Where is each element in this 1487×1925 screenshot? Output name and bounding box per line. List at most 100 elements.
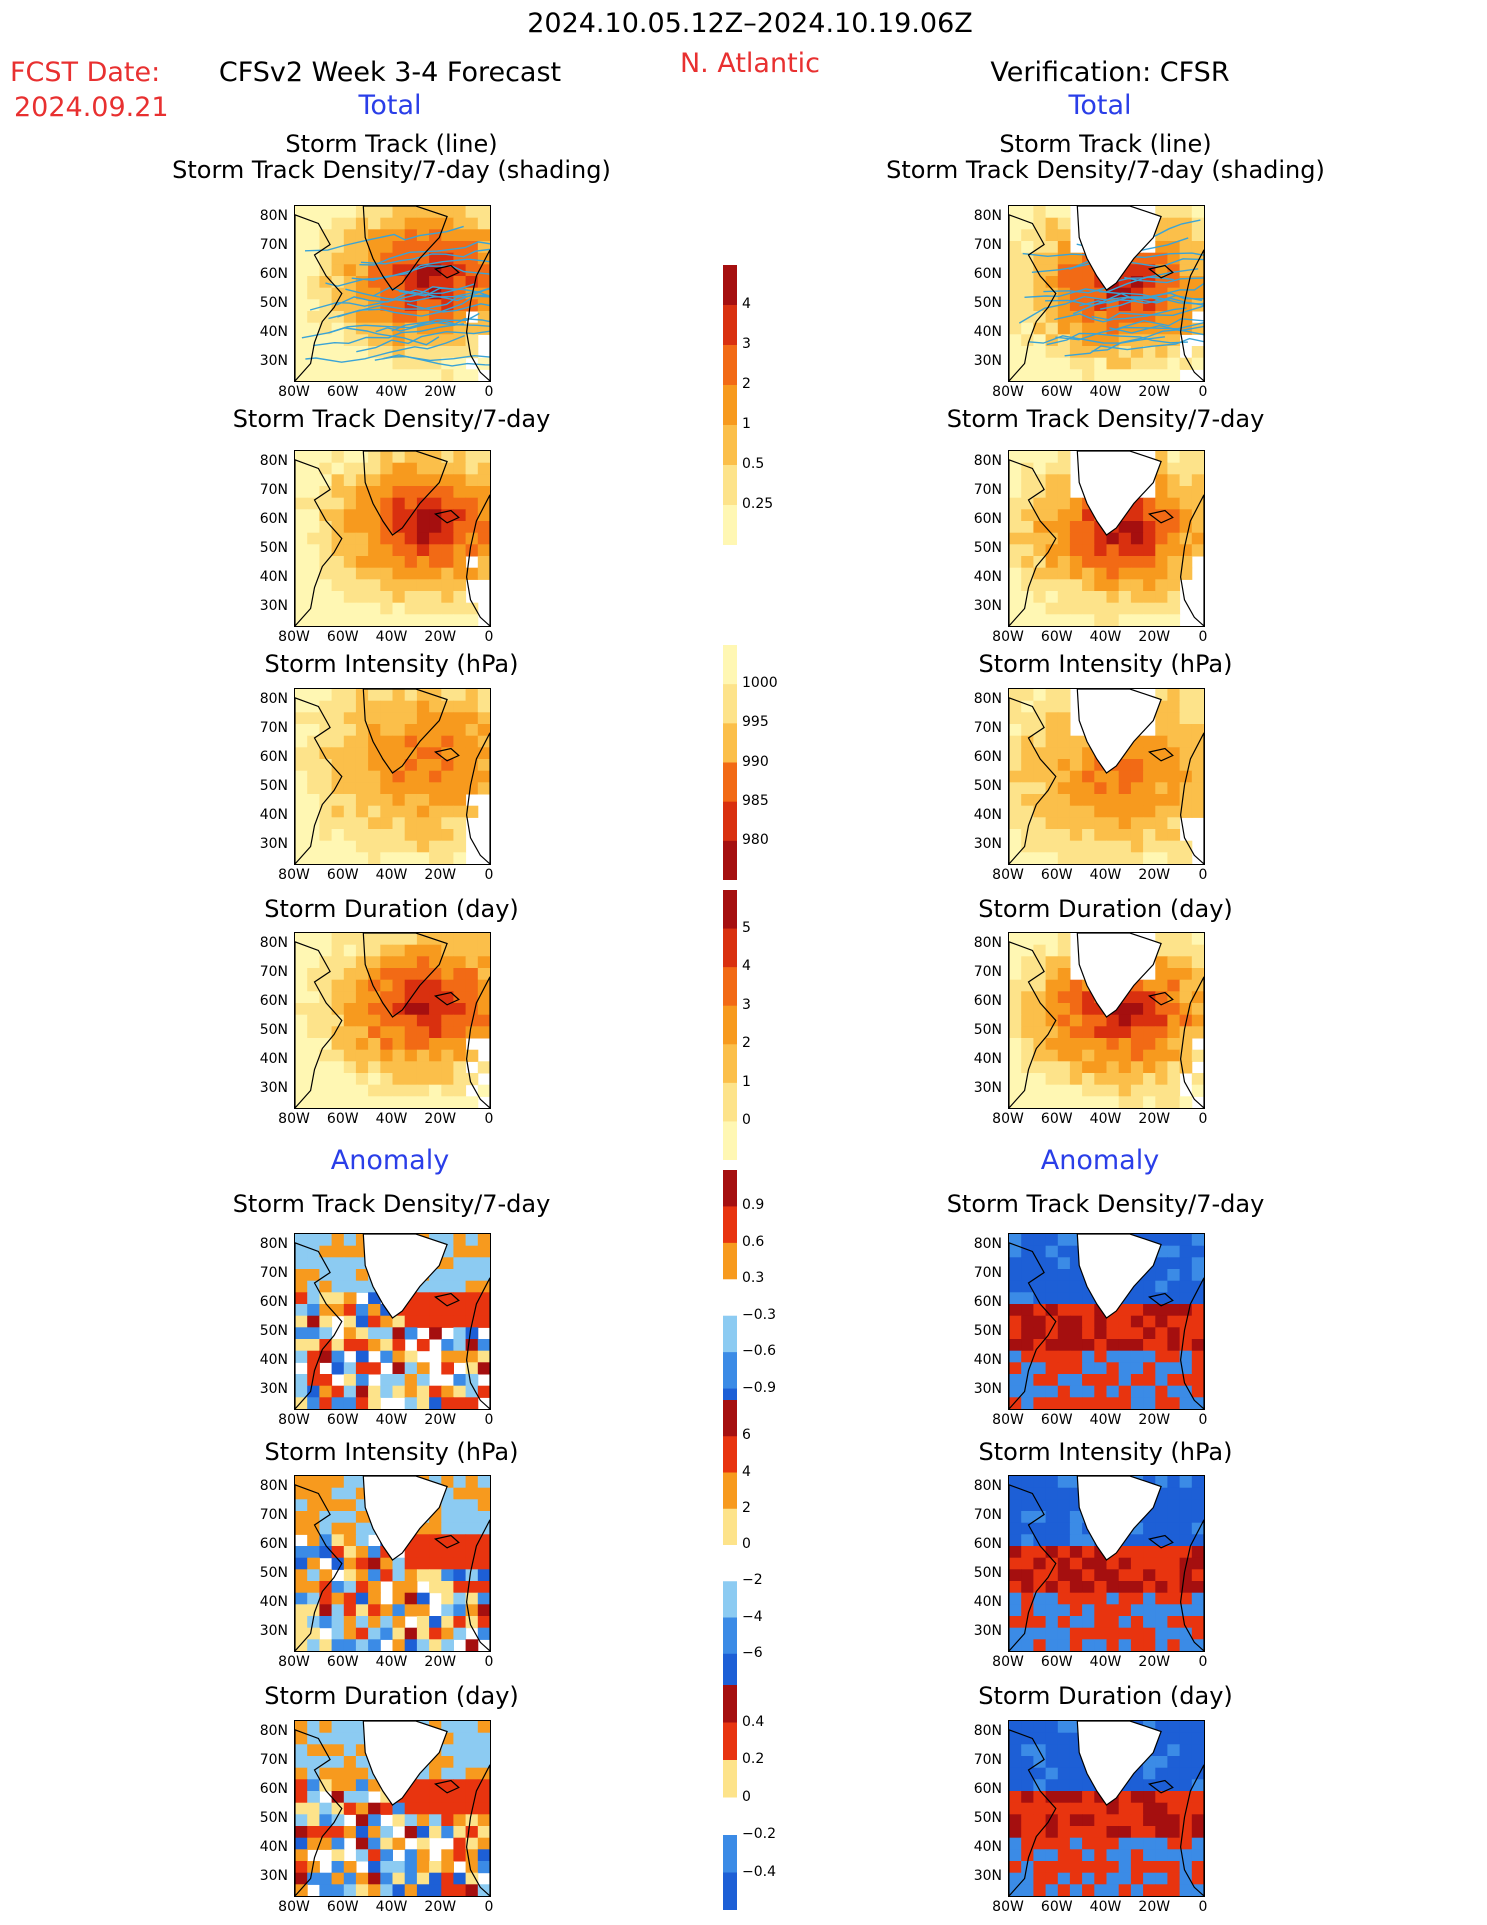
date-range-title: 2024.10.05.12Z–2024.10.19.06Z bbox=[527, 8, 973, 39]
lon-tick-label: 40W bbox=[375, 867, 408, 883]
lat-tick-label: 30N bbox=[973, 353, 1002, 369]
lat-tick-label: 80N bbox=[973, 1478, 1002, 1494]
colorbar-segment bbox=[723, 345, 737, 386]
map-panel bbox=[1008, 1720, 1205, 1897]
lat-tick-label: 50N bbox=[973, 1810, 1002, 1826]
lon-tick-label: 60W bbox=[326, 1111, 359, 1127]
lon-tick-label: 0 bbox=[484, 1412, 494, 1428]
lat-tick-label: 40N bbox=[973, 1594, 1002, 1610]
panel-title: Storm Intensity (hPa) bbox=[264, 650, 519, 678]
lon-tick-label: 60W bbox=[1040, 867, 1073, 883]
lon-tick-label: 20W bbox=[424, 867, 457, 883]
colorbar-segment bbox=[723, 1760, 737, 1798]
colorbar-label: 0.4 bbox=[742, 1713, 765, 1730]
lon-tick-label: 0 bbox=[484, 867, 494, 883]
lat-tick-label: 50N bbox=[973, 1323, 1002, 1339]
map-panel bbox=[1008, 450, 1205, 627]
colorbar-label: 4 bbox=[742, 958, 751, 975]
lat-tick-label: 80N bbox=[259, 691, 288, 707]
colorbar-label: 4 bbox=[742, 296, 751, 312]
colorbar-label: 0.25 bbox=[742, 496, 774, 512]
lon-tick-label: 0 bbox=[1198, 1111, 1208, 1127]
lon-tick-label: 80W bbox=[992, 1412, 1024, 1428]
colorbar-segment bbox=[723, 684, 737, 724]
lat-tick-label: 70N bbox=[259, 1507, 288, 1523]
lat-tick-label: 30N bbox=[259, 1381, 288, 1397]
lon-tick-label: 80W bbox=[992, 1111, 1024, 1127]
lon-tick-label: 0 bbox=[1198, 867, 1208, 883]
colorbar-label: 2 bbox=[742, 1499, 751, 1516]
lon-tick-label: 60W bbox=[1040, 1899, 1073, 1915]
lat-tick-label: 50N bbox=[973, 295, 1002, 311]
total-label-left: Total bbox=[358, 90, 422, 121]
lon-tick-label: 40W bbox=[1089, 1412, 1122, 1428]
panel-title: Storm Intensity (hPa) bbox=[978, 1438, 1233, 1466]
lat-tick-label: 70N bbox=[973, 237, 1002, 253]
colorbar-segment bbox=[723, 1279, 737, 1317]
lon-tick-label: 20W bbox=[1138, 384, 1171, 400]
map-panel bbox=[294, 205, 491, 382]
lat-tick-label: 60N bbox=[259, 1781, 288, 1797]
map-panel bbox=[294, 932, 491, 1109]
colorbar-label: 0.2 bbox=[742, 1751, 765, 1767]
lat-tick-label: 60N bbox=[259, 266, 288, 282]
lon-tick-label: 60W bbox=[326, 1899, 359, 1915]
lon-tick-label: 40W bbox=[375, 629, 408, 645]
lat-tick-label: 50N bbox=[259, 1810, 288, 1826]
lon-tick-label: 20W bbox=[1138, 1654, 1171, 1670]
lon-tick-label: 20W bbox=[424, 629, 457, 645]
lat-tick-label: 40N bbox=[259, 324, 288, 340]
colorbar-segment bbox=[723, 1581, 737, 1618]
lat-tick-label: 60N bbox=[259, 511, 288, 527]
colorbar-segment bbox=[723, 425, 737, 466]
lon-tick-label: 20W bbox=[424, 1654, 457, 1670]
colorbar-label: 4 bbox=[742, 1463, 751, 1480]
colorbar-label: 2 bbox=[742, 1035, 751, 1052]
lon-tick-label: 80W bbox=[278, 867, 310, 883]
lat-tick-label: 50N bbox=[259, 295, 288, 311]
lon-tick-label: 40W bbox=[1089, 867, 1122, 883]
lon-tick-label: 0 bbox=[484, 1899, 494, 1915]
colorbar-segment bbox=[723, 1082, 737, 1122]
lat-tick-label: 30N bbox=[973, 1080, 1002, 1096]
lon-tick-label: 0 bbox=[484, 384, 494, 400]
colorbar-label: 1 bbox=[742, 416, 751, 432]
lat-tick-label: 60N bbox=[259, 1536, 288, 1552]
colorbar-label: 0 bbox=[742, 1536, 751, 1552]
colorbar-segment bbox=[723, 1722, 737, 1761]
lon-tick-label: 20W bbox=[1138, 1899, 1171, 1915]
colorbar-segment bbox=[723, 505, 737, 545]
map-panel bbox=[294, 688, 491, 865]
lat-tick-label: 80N bbox=[973, 208, 1002, 224]
lat-tick-label: 40N bbox=[973, 1051, 1002, 1067]
lon-tick-label: 20W bbox=[424, 1412, 457, 1428]
colorbar-segment bbox=[723, 265, 737, 306]
lon-tick-label: 40W bbox=[375, 1111, 408, 1127]
lat-tick-label: 60N bbox=[973, 1294, 1002, 1310]
lat-tick-label: 30N bbox=[259, 598, 288, 614]
lat-tick-label: 30N bbox=[973, 1381, 1002, 1397]
lat-tick-label: 60N bbox=[259, 993, 288, 1009]
lon-tick-label: 0 bbox=[484, 1654, 494, 1670]
lon-tick-label: 0 bbox=[1198, 1412, 1208, 1428]
colorbar-segment bbox=[723, 1400, 737, 1437]
panel-title: Storm Duration (day) bbox=[978, 895, 1233, 923]
lat-tick-label: 60N bbox=[259, 1294, 288, 1310]
forecast-title: CFSv2 Week 3-4 Forecast bbox=[218, 57, 562, 88]
lon-tick-label: 0 bbox=[1198, 384, 1208, 400]
colorbar-segment bbox=[723, 1872, 737, 1910]
lon-tick-label: 40W bbox=[1089, 1111, 1122, 1127]
lon-tick-label: 20W bbox=[1138, 1412, 1171, 1428]
map-panel bbox=[294, 1475, 491, 1652]
lon-tick-label: 60W bbox=[1040, 1412, 1073, 1428]
colorbar-label: 0.9 bbox=[742, 1197, 765, 1214]
lat-tick-label: 30N bbox=[259, 353, 288, 369]
lon-tick-label: 20W bbox=[1138, 629, 1171, 645]
colorbar bbox=[723, 890, 737, 1160]
lat-tick-label: 80N bbox=[259, 1723, 288, 1739]
lon-tick-label: 40W bbox=[375, 384, 408, 400]
total-label-right: Total bbox=[1068, 90, 1132, 121]
colorbar-label: 990 bbox=[742, 753, 769, 770]
lon-tick-label: 60W bbox=[326, 384, 359, 400]
lon-tick-label: 80W bbox=[278, 629, 310, 645]
